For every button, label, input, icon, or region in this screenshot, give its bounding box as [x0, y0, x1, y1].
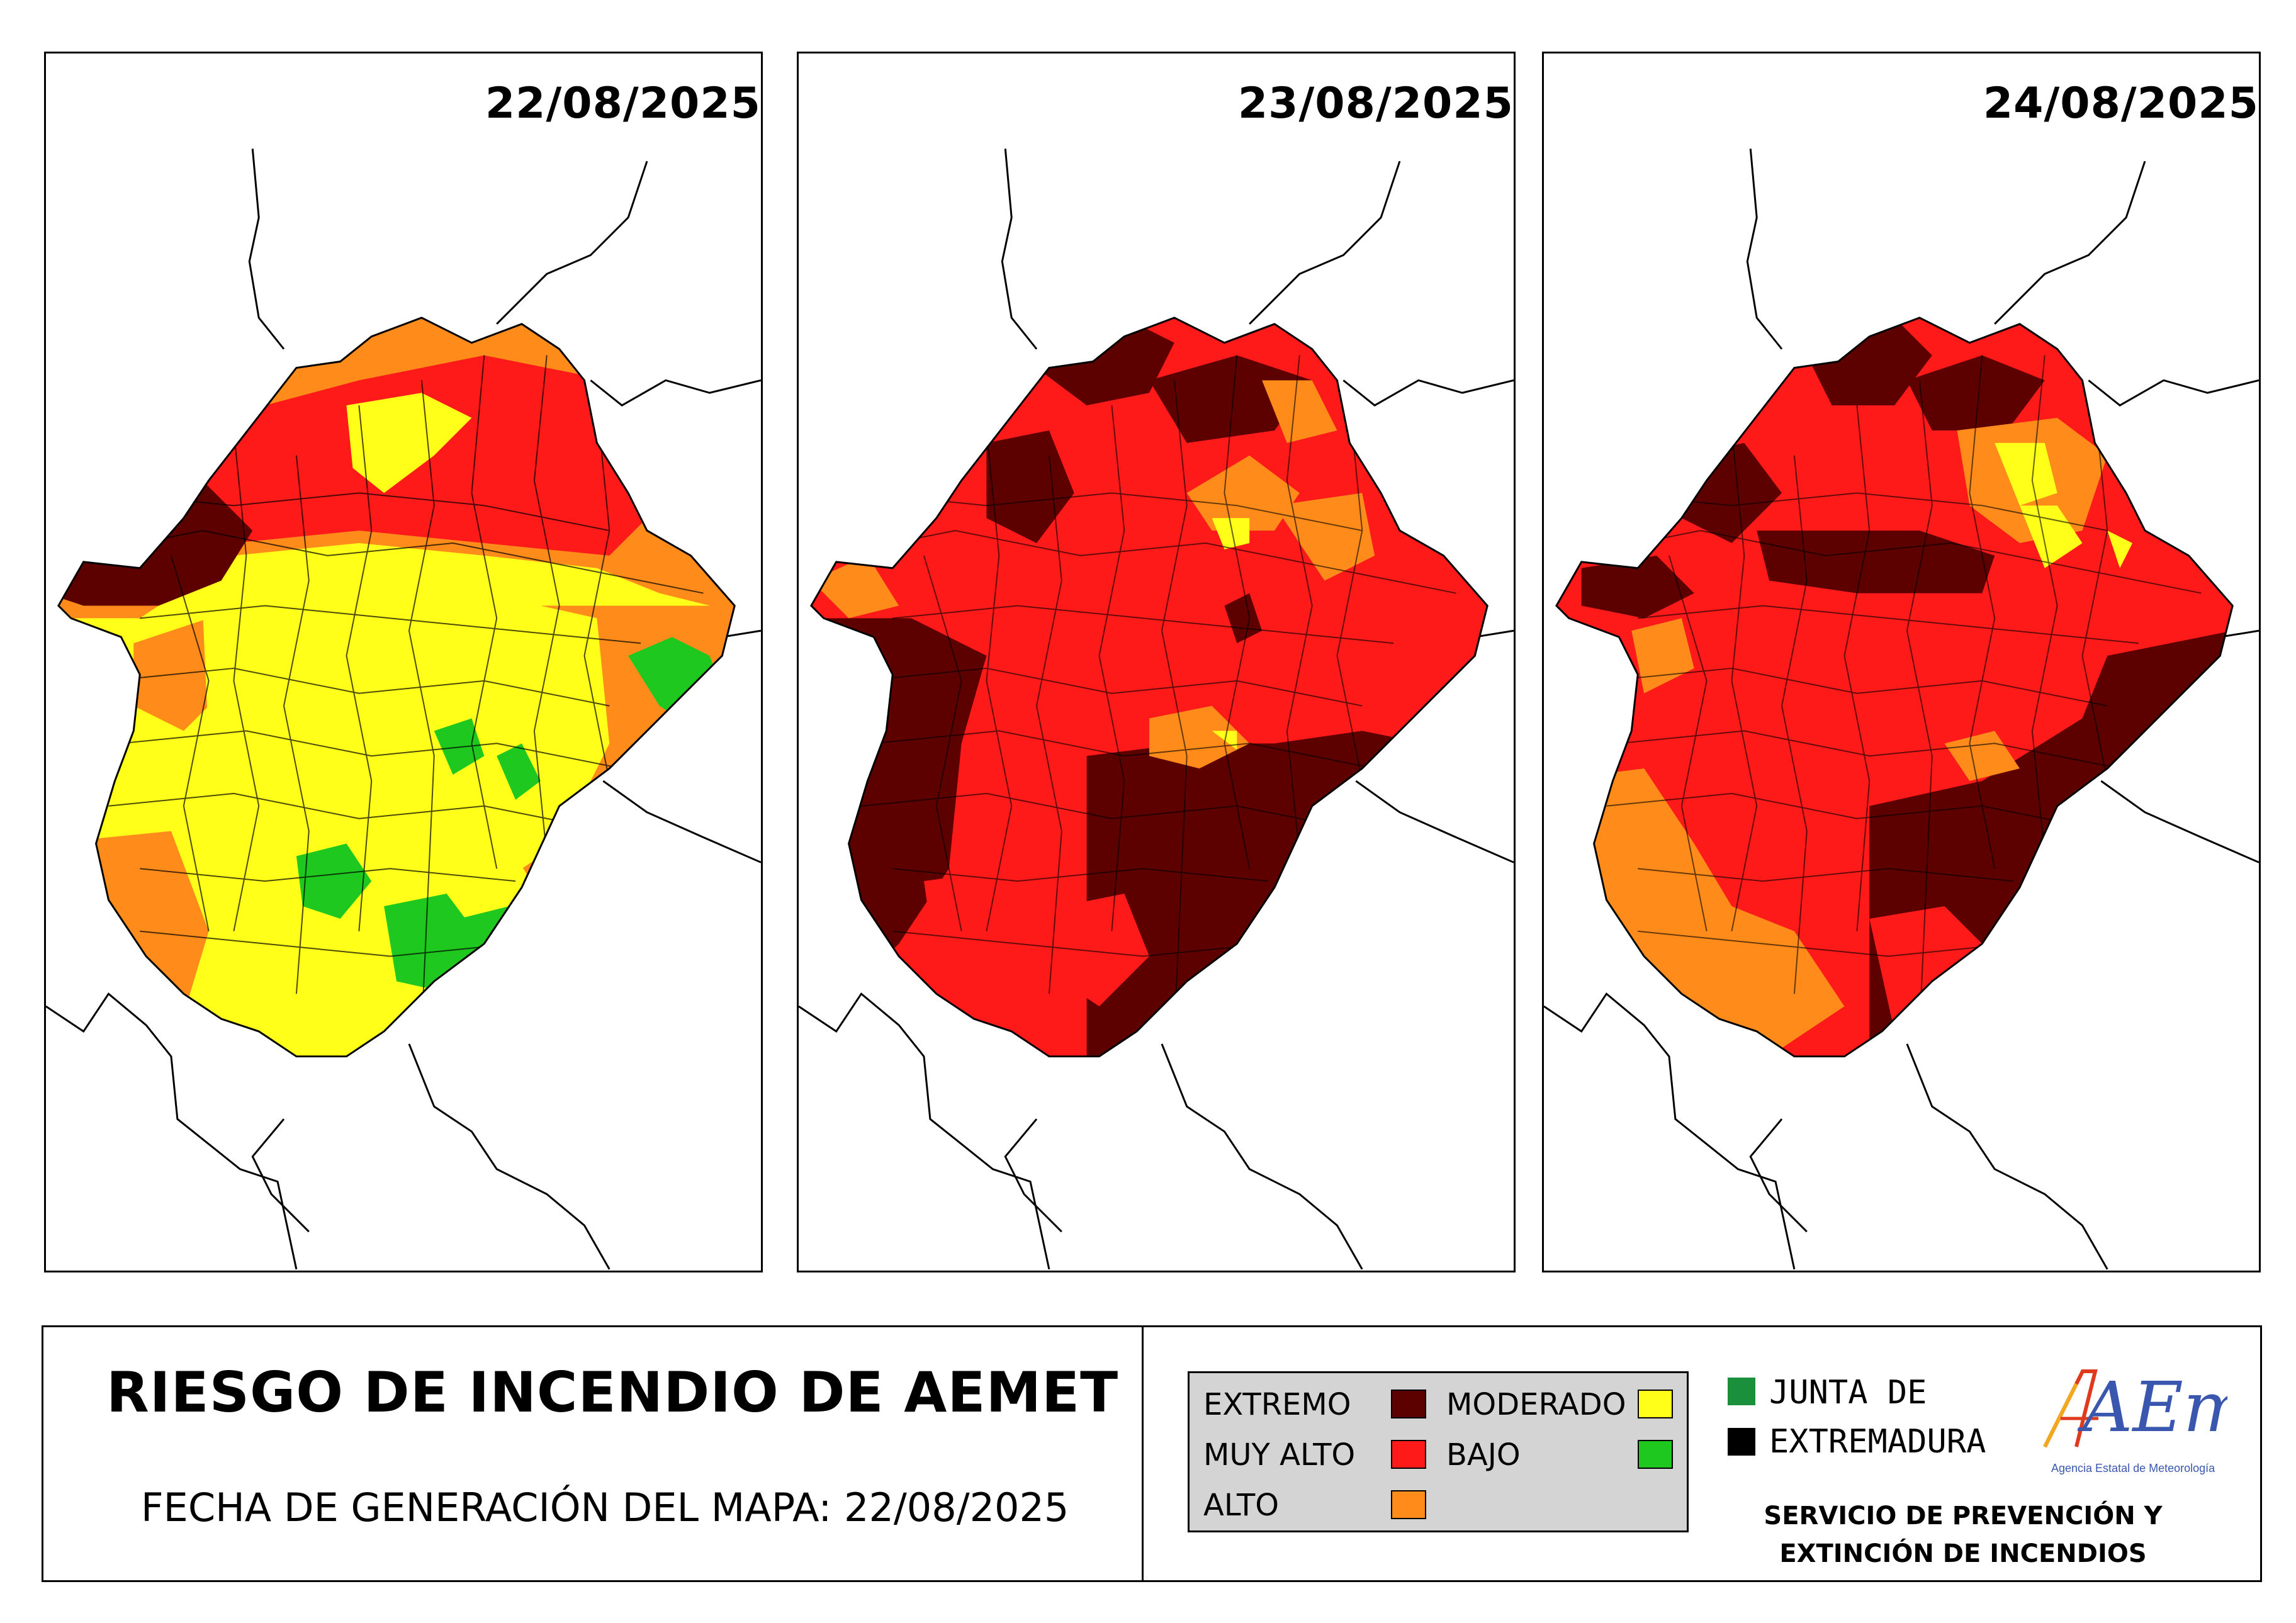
- junta-extremadura-logo: JUNTA DE EXTREMADURA: [1728, 1371, 2017, 1478]
- map-date-day2: 23/08/2025: [1237, 79, 1514, 128]
- aemet-logo: AEmet Agencia Estatal de Meteorología: [2043, 1367, 2227, 1474]
- junta-line1: JUNTA DE: [1769, 1374, 1927, 1412]
- map-date-day3: 24/08/2025: [1983, 79, 2259, 128]
- service-text: SERVICIO DE PREVENCIÓN Y EXTINCIÓN DE IN…: [1743, 1497, 2183, 1573]
- legend: EXTREMO MUY ALTO ALTO MODERADO BAJO: [1188, 1371, 1689, 1532]
- legend-label-moderado: MODERADO: [1446, 1387, 1626, 1422]
- map-panel-day2: 23/08/2025: [797, 52, 1516, 1272]
- service-line1: SERVICIO DE PREVENCIÓN Y: [1764, 1502, 2163, 1530]
- generation-date: FECHA DE GENERACIÓN DEL MAPA: 22/08/2025: [141, 1485, 1069, 1530]
- footer-panel: RIESGO DE INCENDIO DE AEMET FECHA DE GEN…: [42, 1325, 2262, 1582]
- legend-swatch-muy-alto: [1391, 1440, 1426, 1469]
- map-day1: [46, 149, 761, 1270]
- junta-green-square: [1728, 1378, 1755, 1405]
- legend-swatch-alto: [1391, 1490, 1426, 1519]
- aemet-subtitle: Agencia Estatal de Meteorología: [2051, 1462, 2215, 1474]
- junta-line2: EXTREMADURA: [1769, 1423, 1986, 1461]
- map-panel-day3: 24/08/2025: [1542, 52, 2261, 1272]
- map-day3: [1544, 149, 2259, 1270]
- map-date-day1: 22/08/2025: [485, 79, 761, 128]
- legend-swatch-extremo: [1391, 1390, 1426, 1418]
- junta-black-square: [1728, 1428, 1755, 1456]
- map-panel-day1: 22/08/2025: [44, 52, 763, 1272]
- main-title: RIESGO DE INCENDIO DE AEMET: [106, 1360, 1119, 1425]
- aemet-logo-text: AEmet: [2077, 1367, 2227, 1447]
- footer-divider: [1142, 1327, 1144, 1580]
- legend-swatch-bajo: [1638, 1440, 1673, 1469]
- legend-label-muy-alto: MUY ALTO: [1203, 1437, 1356, 1473]
- legend-label-alto: ALTO: [1203, 1488, 1280, 1523]
- service-line2: EXTINCIÓN DE INCENDIOS: [1779, 1539, 2147, 1568]
- legend-label-bajo: BAJO: [1446, 1437, 1521, 1473]
- map-day2: [799, 149, 1514, 1270]
- legend-swatch-moderado: [1638, 1390, 1673, 1418]
- legend-label-extremo: EXTREMO: [1203, 1387, 1351, 1422]
